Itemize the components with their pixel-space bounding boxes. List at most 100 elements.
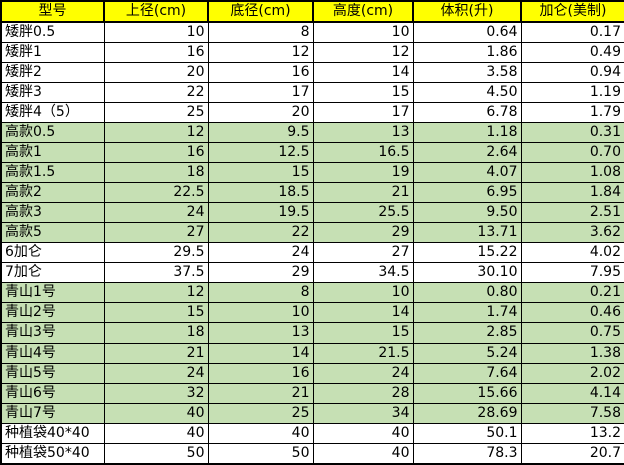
model-cell: 矮胖2 xyxy=(0,62,105,84)
value-cell: 13 xyxy=(312,122,414,144)
value-cell: 0.94 xyxy=(520,62,624,84)
value-cell: 24 xyxy=(103,202,209,224)
table-row: 矮胖3 22 17 15 4.50 1.19 xyxy=(0,82,624,104)
value-cell: 10 xyxy=(103,21,209,44)
value-cell: 1.38 xyxy=(520,342,624,364)
value-cell: 12 xyxy=(103,122,209,144)
table-row: 高款5 27 22 29 13.71 3.62 xyxy=(0,222,624,244)
model-cell: 高款1.5 xyxy=(0,162,105,184)
value-cell: 2.64 xyxy=(412,142,522,164)
value-cell: 50.1 xyxy=(412,422,522,444)
value-cell: 3.58 xyxy=(412,62,522,84)
value-cell: 0.70 xyxy=(520,142,624,164)
table-row: 高款3 24 19.5 25.5 9.50 2.51 xyxy=(0,202,624,224)
value-cell: 28 xyxy=(312,382,414,404)
table-row: 青山2号 15 10 14 1.74 0.46 xyxy=(0,302,624,324)
value-cell: 2.02 xyxy=(520,362,624,384)
value-cell: 12 xyxy=(207,42,314,64)
value-cell: 17 xyxy=(207,82,314,104)
table-row: 矮胖1 16 12 12 1.86 0.49 xyxy=(0,42,624,64)
value-cell: 16 xyxy=(103,42,209,64)
value-cell: 2.85 xyxy=(412,322,522,344)
value-cell: 21 xyxy=(103,342,209,364)
value-cell: 17 xyxy=(312,102,414,124)
value-cell: 22.5 xyxy=(103,182,209,204)
value-cell: 18.5 xyxy=(207,182,314,204)
value-cell: 27 xyxy=(103,222,209,244)
value-cell: 34.5 xyxy=(312,262,414,284)
value-cell: 1.18 xyxy=(412,122,522,144)
table-row: 青山6号 32 21 28 15.66 4.14 xyxy=(0,382,624,404)
value-cell: 24 xyxy=(103,362,209,384)
value-cell: 15.22 xyxy=(412,242,522,264)
value-cell: 34 xyxy=(312,402,414,424)
value-cell: 7.64 xyxy=(412,362,522,384)
value-cell: 19 xyxy=(312,162,414,184)
value-cell: 5.24 xyxy=(412,342,522,364)
table-row: 高款1.5 18 15 19 4.07 1.08 xyxy=(0,162,624,184)
value-cell: 1.74 xyxy=(412,302,522,324)
value-cell: 1.79 xyxy=(520,102,624,124)
value-cell: 15 xyxy=(207,162,314,184)
value-cell: 10 xyxy=(312,282,414,304)
value-cell: 50 xyxy=(103,442,209,465)
value-cell: 20.7 xyxy=(520,442,624,465)
value-cell: 13.71 xyxy=(412,222,522,244)
table-row: 矮胖2 20 16 14 3.58 0.94 xyxy=(0,62,624,84)
value-cell: 16.5 xyxy=(312,142,414,164)
value-cell: 2.51 xyxy=(520,202,624,224)
value-cell: 4.14 xyxy=(520,382,624,404)
header-row: 型号 上径(cm) 底径(cm) 高度(cm) 体积(升) 加仑(美制) xyxy=(0,0,624,23)
column-header-1: 上径(cm) xyxy=(103,0,209,23)
value-cell: 18 xyxy=(103,162,209,184)
value-cell: 25.5 xyxy=(312,202,414,224)
value-cell: 40 xyxy=(312,422,414,444)
value-cell: 30.10 xyxy=(412,262,522,284)
value-cell: 0.46 xyxy=(520,302,624,324)
table-row: 7加仑 37.5 29 34.5 30.10 7.95 xyxy=(0,262,624,284)
value-cell: 40 xyxy=(207,422,314,444)
value-cell: 9.50 xyxy=(412,202,522,224)
value-cell: 0.17 xyxy=(520,21,624,44)
model-cell: 青山7号 xyxy=(0,402,105,424)
column-header-4: 体积(升) xyxy=(412,0,522,23)
model-cell: 高款5 xyxy=(0,222,105,244)
value-cell: 25 xyxy=(103,102,209,124)
value-cell: 1.19 xyxy=(520,82,624,104)
table-row: 矮胖0.5 10 8 10 0.64 0.17 xyxy=(0,21,624,44)
model-cell: 青山6号 xyxy=(0,382,105,404)
value-cell: 24 xyxy=(207,242,314,264)
column-header-0: 型号 xyxy=(0,0,105,23)
model-cell: 高款2 xyxy=(0,182,105,204)
value-cell: 8 xyxy=(207,21,314,44)
value-cell: 14 xyxy=(312,62,414,84)
value-cell: 4.50 xyxy=(412,82,522,104)
value-cell: 20 xyxy=(103,62,209,84)
value-cell: 16 xyxy=(207,62,314,84)
value-cell: 12 xyxy=(103,282,209,304)
model-cell: 矮胖1 xyxy=(0,42,105,64)
value-cell: 14 xyxy=(207,342,314,364)
value-cell: 12 xyxy=(312,42,414,64)
table-row: 6加仑 29.5 24 27 15.22 4.02 xyxy=(0,242,624,264)
table-row: 种植袋40*40 40 40 40 50.1 13.2 xyxy=(0,422,624,444)
value-cell: 3.62 xyxy=(520,222,624,244)
value-cell: 27 xyxy=(312,242,414,264)
table-row: 种植袋50*40 50 50 40 78.3 20.7 xyxy=(0,442,624,465)
value-cell: 15 xyxy=(103,302,209,324)
value-cell: 22 xyxy=(103,82,209,104)
value-cell: 78.3 xyxy=(412,442,522,465)
value-cell: 9.5 xyxy=(207,122,314,144)
model-cell: 矮胖4（5） xyxy=(0,102,105,124)
value-cell: 28.69 xyxy=(412,402,522,424)
model-cell: 矮胖3 xyxy=(0,82,105,104)
value-cell: 19.5 xyxy=(207,202,314,224)
model-cell: 高款1 xyxy=(0,142,105,164)
value-cell: 0.80 xyxy=(412,282,522,304)
value-cell: 1.86 xyxy=(412,42,522,64)
table-row: 青山3号 18 13 15 2.85 0.75 xyxy=(0,322,624,344)
value-cell: 15 xyxy=(312,82,414,104)
model-cell: 青山4号 xyxy=(0,342,105,364)
model-cell: 青山3号 xyxy=(0,322,105,344)
